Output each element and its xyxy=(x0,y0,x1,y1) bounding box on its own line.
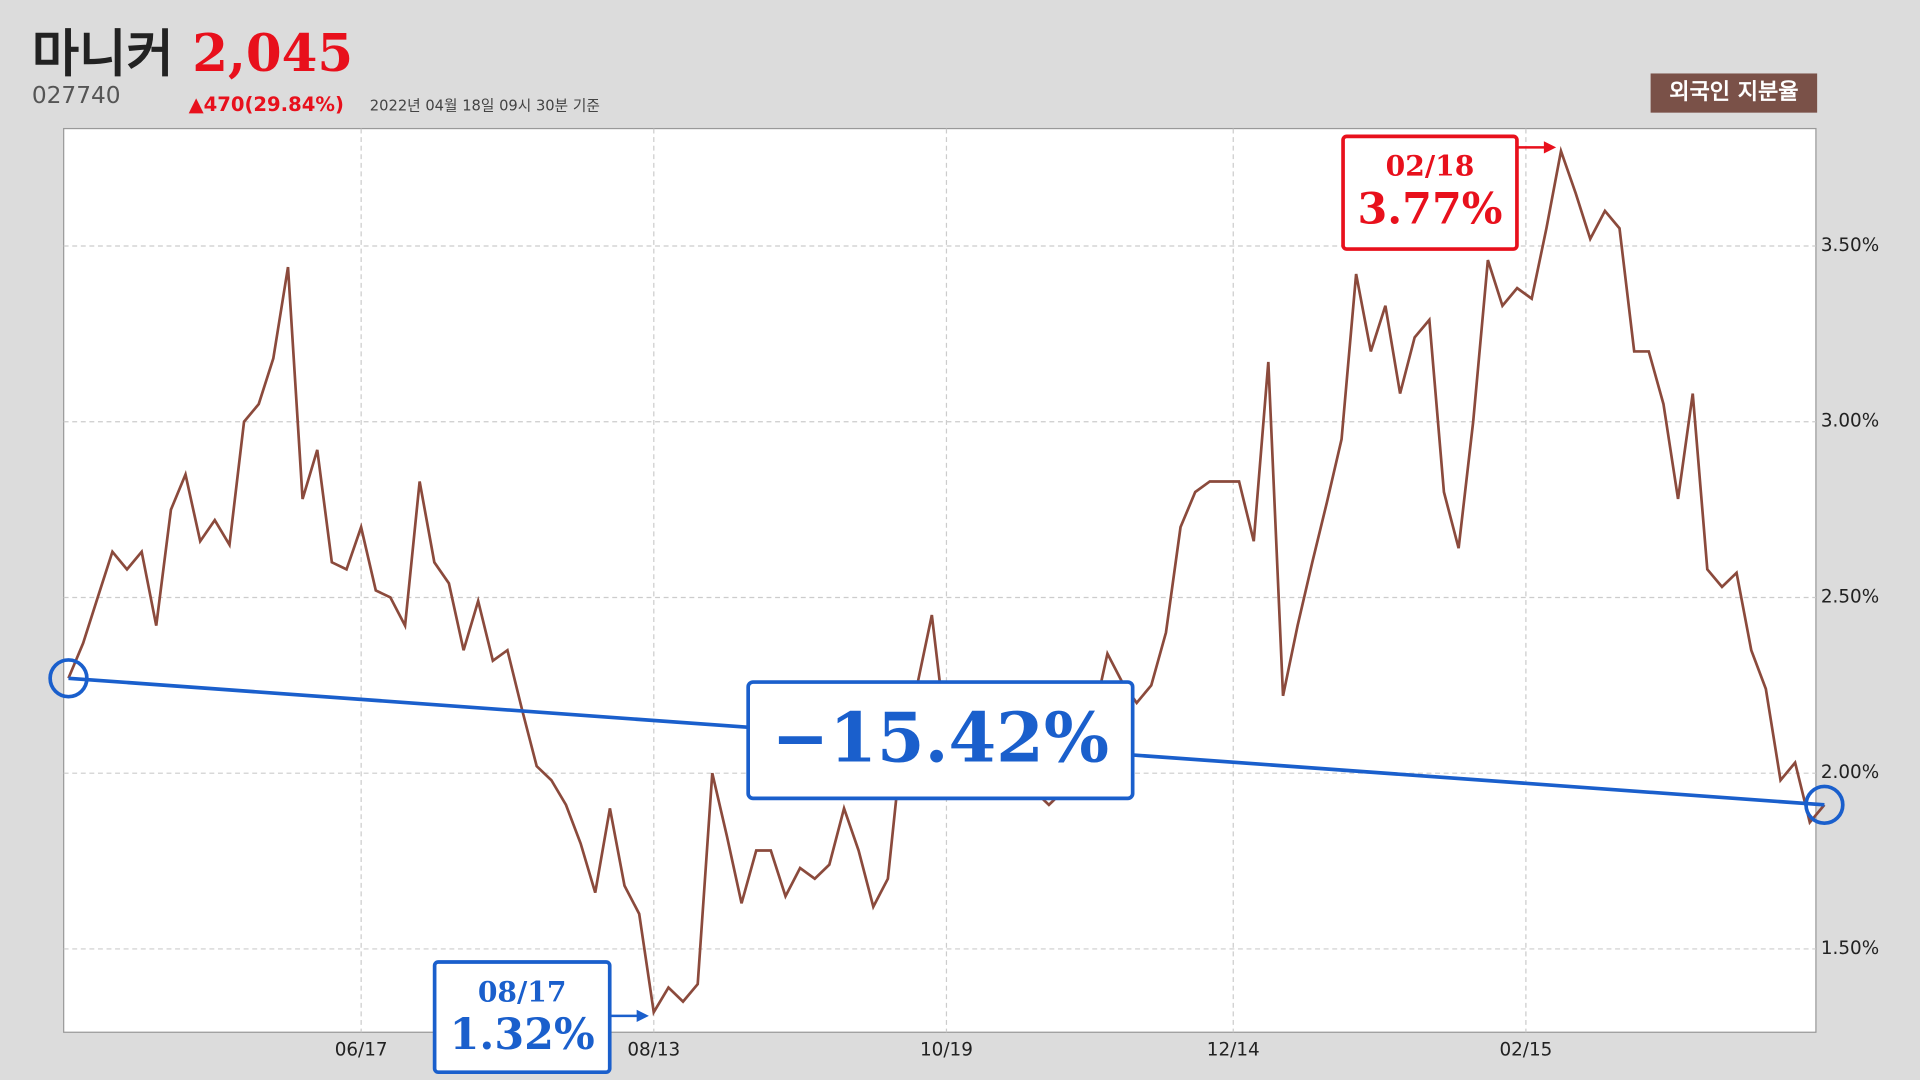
stock-name: 마니커 xyxy=(32,25,174,85)
min-value: 1.32% xyxy=(450,1010,595,1060)
x-tick-label: 08/13 xyxy=(627,1040,680,1061)
min-box xyxy=(432,960,612,1075)
y-tick-label: 1.50% xyxy=(1821,938,1879,959)
button-label[interactable]: 외국인 지분율 xyxy=(1669,80,1798,105)
holding-button[interactable]: 외국인 지분율 xyxy=(1650,73,1818,113)
change-label: −15.42% xyxy=(772,698,1109,778)
x-tick-label: 02/15 xyxy=(1499,1040,1552,1061)
y-tick-label: 2.50% xyxy=(1821,586,1879,607)
x-tick-label: 06/17 xyxy=(335,1040,388,1061)
timestamp: 2022년 04월 18일 09시 30분 기준 xyxy=(370,98,600,115)
max-box xyxy=(1341,134,1519,251)
trend-end xyxy=(1804,784,1845,826)
y-tick-label: 3.00% xyxy=(1821,411,1879,432)
button-bg[interactable] xyxy=(1650,73,1818,113)
stock-price: 2,045 xyxy=(192,24,353,84)
y-tick-label: 2.00% xyxy=(1821,762,1879,783)
x-tick-label: 12/14 xyxy=(1207,1040,1260,1061)
plot-area xyxy=(63,127,1817,1033)
trend-start xyxy=(48,658,89,699)
max-arrowhead xyxy=(1543,141,1557,154)
change-box xyxy=(746,680,1135,801)
price-change: ▲470(29.84%) xyxy=(189,93,344,116)
min-date: 08/17 xyxy=(478,975,567,1008)
min-arrowhead xyxy=(636,1009,649,1023)
y-tick-label: 3.50% xyxy=(1821,235,1879,256)
max-date: 02/18 xyxy=(1386,150,1475,183)
x-tick-label: 10/19 xyxy=(920,1040,973,1061)
max-value: 3.77% xyxy=(1357,184,1502,234)
stock-code: 027740 xyxy=(32,82,121,109)
